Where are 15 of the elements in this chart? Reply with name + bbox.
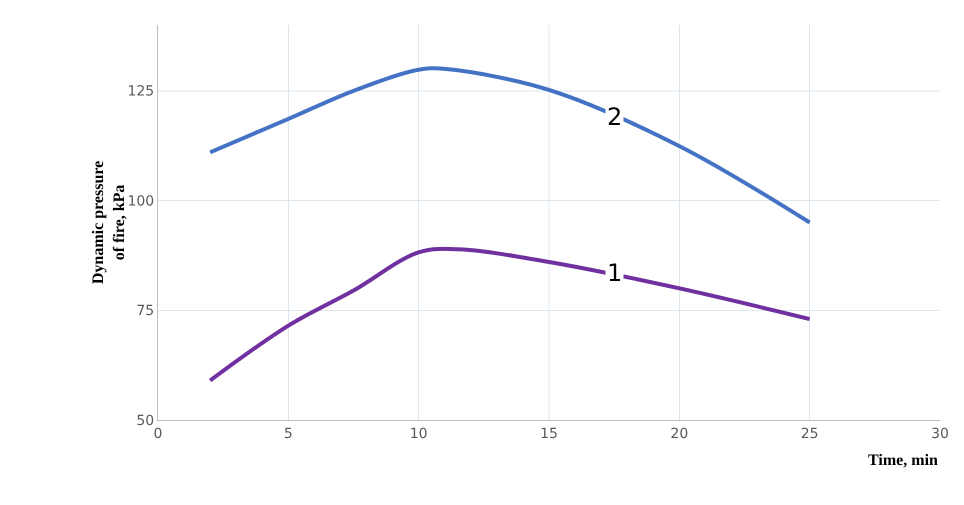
y-tick-label: 125 (127, 84, 154, 100)
x-tick-label: 20 (670, 426, 688, 442)
annotation: 1 (607, 259, 622, 287)
y-tick-label: 100 (127, 193, 154, 210)
y-axis-title: Dynamic pressure of fire, kPa (90, 160, 128, 284)
x-tick-label: 10 (410, 426, 428, 442)
y-tick-label: 50 (136, 412, 154, 429)
x-tick-label: 30 (931, 426, 949, 442)
x-tick-label: 25 (800, 426, 819, 442)
x-tick-label: 5 (284, 426, 293, 442)
annotation: 2 (607, 103, 622, 131)
x-tick-label: 15 (540, 426, 558, 442)
y-tick-label: 75 (136, 303, 154, 320)
x-tick-label: 0 (154, 426, 162, 442)
x-axis-title: Time, min (868, 452, 938, 469)
